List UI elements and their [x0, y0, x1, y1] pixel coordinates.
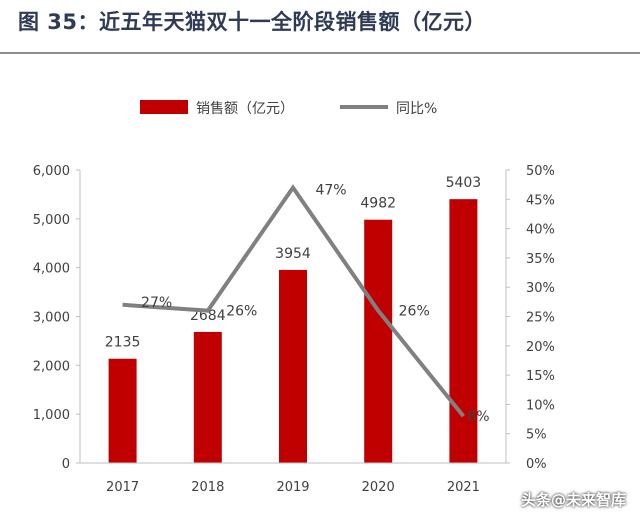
- right-axis-tick-label: 5%: [526, 428, 547, 443]
- title-divider: [0, 52, 640, 54]
- x-axis-tick-label: 2018: [191, 480, 224, 495]
- bar-label-2019: 3954: [275, 246, 311, 262]
- left-axis-tick-label: 6,000: [33, 164, 70, 179]
- bar-label-2020: 4982: [360, 196, 396, 212]
- bar-2018: [193, 331, 222, 463]
- left-axis: 0 1,000 2,000 3,000 4,000 5,000 6,000: [33, 164, 81, 472]
- bar-label-2021: 5403: [446, 175, 482, 191]
- yoy-line: [122, 184, 465, 418]
- bar-2020: [364, 219, 393, 463]
- legend-label-yoy: 同比%: [396, 101, 437, 117]
- right-axis-tick-label: 50%: [526, 164, 555, 179]
- bar-2017: [108, 358, 137, 463]
- watermark: 头条@未来智库: [520, 491, 626, 509]
- bar-2021: [449, 199, 478, 463]
- right-axis-tick-label: 10%: [526, 398, 555, 413]
- x-axis: 2017 2018 2019 2020 2021: [80, 462, 506, 495]
- line-label-2018: 26%: [226, 304, 257, 320]
- x-axis-tick-label: 2017: [106, 480, 139, 495]
- right-axis-tick-label: 45%: [526, 193, 555, 208]
- line-label-2021: 8%: [467, 409, 489, 425]
- right-axis-tick-label: 35%: [526, 252, 555, 267]
- legend-label-sales: 销售额（亿元）: [196, 101, 294, 117]
- right-axis-tick-label: 25%: [526, 311, 555, 326]
- left-axis-tick-label: 4,000: [33, 262, 70, 277]
- line-label-2017: 27%: [141, 295, 172, 311]
- line-label-2020: 26%: [399, 304, 430, 320]
- left-axis-tick-label: 3,000: [33, 311, 70, 326]
- right-axis-tick-label: 40%: [526, 223, 555, 238]
- chart-legend: 销售额（亿元） 同比%: [140, 100, 437, 117]
- left-axis-tick-label: 2,000: [33, 359, 70, 374]
- right-axis-tick-label: 20%: [526, 340, 555, 355]
- right-axis-tick-label: 0%: [526, 457, 547, 472]
- figure-title: 图 35：近五年天猫双十一全阶段销售额（亿元）: [18, 10, 487, 34]
- right-axis-tick-label: 15%: [526, 369, 555, 384]
- left-axis-tick-label: 0: [62, 457, 70, 472]
- left-axis-tick-label: 1,000: [33, 408, 70, 423]
- left-axis-tick-label: 5,000: [33, 213, 70, 228]
- bar-label-2017: 2135: [105, 335, 141, 351]
- x-axis-tick-label: 2019: [276, 480, 309, 495]
- legend-swatch-sales: [140, 100, 188, 114]
- bar-2019: [279, 269, 307, 463]
- line-series: 27% 26% 47% 26% 8%: [122, 183, 490, 425]
- x-axis-tick-label: 2020: [362, 480, 395, 495]
- line-label-2019: 47%: [315, 183, 346, 199]
- right-axis-tick-label: 30%: [526, 281, 555, 296]
- right-axis: 0% 5% 10% 15% 20% 25% 30% 35% 40% 45% 50%: [505, 164, 555, 472]
- x-axis-tick-label: 2021: [447, 480, 480, 495]
